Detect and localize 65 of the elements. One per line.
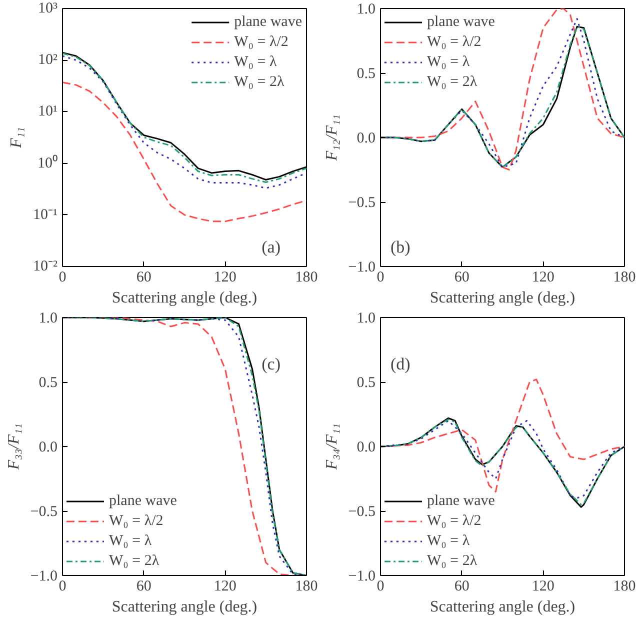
y-axis-title: F₃₃/F₁₁ bbox=[5, 423, 22, 471]
y-tick-label: −0.5 bbox=[348, 504, 376, 520]
legend-label: W₀ = λ bbox=[427, 54, 470, 70]
legend-label: W₀ = 2λ bbox=[427, 74, 478, 90]
x-tick-label: 0 bbox=[376, 578, 384, 594]
y-tick-label: 10² bbox=[38, 52, 58, 68]
x-tick-label: 180 bbox=[613, 578, 636, 594]
legend-label: W₀ = λ/2 bbox=[109, 512, 164, 530]
x-axis-title: Scattering angle (deg.) bbox=[112, 290, 258, 306]
x-tick-label: 0 bbox=[58, 578, 66, 594]
x-tick-label: 180 bbox=[613, 270, 636, 286]
y-tick-label: −1.0 bbox=[30, 568, 58, 584]
y-tick-label: 0.5 bbox=[356, 375, 376, 391]
y-axis-title: F₃₄/F₁₁ bbox=[323, 423, 340, 471]
y-tick-label: 10⁰ bbox=[38, 154, 58, 172]
y-tick-label: 10¹ bbox=[38, 104, 58, 120]
legend-label: W₀ = 2λ bbox=[427, 552, 478, 570]
y-axis-title: F₁₁ bbox=[8, 127, 26, 149]
x-tick-label: 120 bbox=[214, 578, 236, 594]
y-tick-label: 10⁻¹ bbox=[33, 206, 58, 223]
y-tick-label: 0.5 bbox=[356, 66, 376, 82]
y-tick-label: 0.0 bbox=[356, 130, 376, 146]
x-tick-label: 60 bbox=[136, 578, 152, 594]
x-tick-label: 0 bbox=[58, 270, 66, 286]
x-axis-title: Scattering angle (deg.) bbox=[430, 290, 576, 306]
y-tick-label: −1.0 bbox=[348, 568, 376, 584]
legend-label: W₀ = λ bbox=[234, 54, 277, 70]
x-tick-label: 180 bbox=[295, 578, 318, 594]
y-tick-label: 1.0 bbox=[38, 310, 58, 326]
y-tick-label: 1.0 bbox=[356, 2, 376, 18]
y-tick-label: 1.0 bbox=[356, 310, 376, 326]
legend-label: plane wave bbox=[427, 492, 495, 510]
legend-label: W₀ = λ/2 bbox=[234, 34, 288, 50]
x-tick-label: 60 bbox=[454, 270, 470, 286]
legend-label: plane wave bbox=[109, 492, 177, 510]
annotation: (d) bbox=[390, 354, 410, 374]
y-tick-label: 0.0 bbox=[38, 440, 58, 456]
legend-label: plane wave bbox=[234, 14, 302, 30]
annotation: (b) bbox=[390, 238, 410, 256]
y-tick-label: 0.0 bbox=[356, 440, 376, 456]
annotation: (c) bbox=[262, 354, 281, 374]
legend-label: W₀ = λ/2 bbox=[427, 512, 482, 530]
x-tick-label: 0 bbox=[376, 270, 384, 286]
y-tick-label: −1.0 bbox=[348, 260, 376, 276]
legend-label: W₀ = λ/2 bbox=[427, 34, 482, 50]
x-axis-title: Scattering angle (deg.) bbox=[112, 598, 258, 616]
x-tick-label: 120 bbox=[532, 270, 554, 286]
x-tick-label: 60 bbox=[136, 270, 152, 286]
y-tick-label: 10³ bbox=[38, 0, 58, 16]
legend-label: W₀ = λ bbox=[427, 532, 470, 550]
y-tick-label: 0.5 bbox=[38, 375, 58, 391]
legend-label: plane wave bbox=[427, 14, 495, 30]
legend-label: W₀ = λ bbox=[109, 532, 152, 550]
x-axis-title: Scattering angle (deg.) bbox=[430, 598, 576, 616]
x-tick-label: 180 bbox=[295, 270, 318, 286]
y-axis-title: F₁₂/F₁₁ bbox=[323, 114, 340, 162]
annotation: (a) bbox=[262, 238, 281, 256]
legend-label: W₀ = 2λ bbox=[109, 552, 160, 570]
y-tick-label: 10⁻² bbox=[33, 258, 58, 274]
legend-label: W₀ = 2λ bbox=[234, 74, 284, 90]
x-tick-label: 120 bbox=[214, 270, 236, 286]
y-tick-label: −0.5 bbox=[30, 504, 58, 520]
y-tick-label: −0.5 bbox=[348, 195, 376, 211]
x-tick-label: 60 bbox=[454, 578, 470, 594]
x-tick-label: 120 bbox=[532, 578, 554, 594]
